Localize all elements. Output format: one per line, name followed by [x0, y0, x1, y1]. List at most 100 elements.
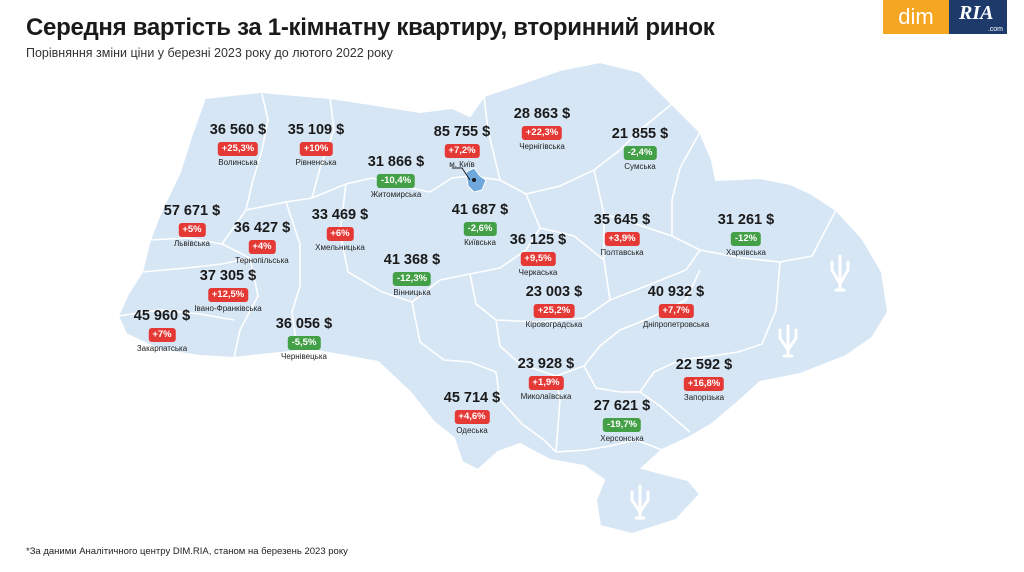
region-name: Кіровоградська [525, 320, 583, 329]
change-badge: -12,3% [392, 272, 432, 286]
region-price: 37 305 $ [199, 268, 257, 284]
chart-title: Середня вартість за 1-кімнатну квартиру,… [26, 14, 715, 41]
change-badge: +5% [178, 223, 206, 237]
change-badge: -2,6% [463, 222, 497, 236]
region-label: 23 928 $ +1,9% Миколаївська [518, 356, 574, 402]
change-badge: +9,5% [520, 252, 556, 266]
change-badge: -19,7% [602, 418, 642, 432]
change-badge: -2,4% [623, 146, 657, 160]
region-price: 31 866 $ [367, 154, 425, 170]
change-badge: +7,7% [658, 304, 694, 318]
region-price: 57 671 $ [163, 203, 221, 219]
region-name: Харківська [726, 248, 766, 257]
change-badge: +1,9% [528, 376, 564, 390]
ria-logo-suffix: .com [987, 26, 1003, 33]
region-price: 33 469 $ [311, 207, 369, 223]
change-badge: -5,5% [287, 336, 321, 350]
region-label: 45 960 $ +7% Закарпатська [134, 308, 190, 354]
ria-logo-part: RIA .com [949, 0, 1007, 34]
region-name: Полтавська [600, 248, 644, 257]
change-badge: +25,3% [217, 142, 259, 156]
region-price: 36 125 $ [509, 232, 567, 248]
kyiv-leader-line [452, 167, 471, 181]
region-label: 41 368 $ -12,3% Вінницька [384, 252, 440, 298]
region-name: Запорізька [683, 393, 725, 402]
region-name: Івано-Франківська [194, 304, 262, 313]
region-label: 41 687 $ -2,6% Київська [452, 202, 508, 248]
region-label: 31 866 $ -10,4% Житомирська [368, 154, 424, 200]
ukraine-outline [116, 60, 890, 536]
change-badge: +7% [148, 328, 176, 342]
trident-icon-crimea [630, 484, 650, 520]
region-price: 21 855 $ [611, 126, 669, 142]
source-footnote: *За даними Аналітичного центру DIM.RIA, … [26, 546, 348, 557]
region-price: 35 109 $ [287, 122, 345, 138]
region-label: 31 261 $ -12% Харківська [718, 212, 774, 258]
region-name: Одеська [456, 426, 488, 435]
region-name: Львівська [174, 239, 210, 248]
region-label: 22 592 $ +16,8% Запорізька [676, 357, 732, 403]
region-name: Волинська [218, 158, 258, 167]
region-price: 36 056 $ [275, 316, 333, 332]
region-price: 45 960 $ [133, 308, 191, 324]
change-badge: +25,2% [533, 304, 575, 318]
region-label: 33 469 $ +6% Хмельницька [312, 207, 368, 253]
chart-subtitle: Порівняння зміни ціни у березні 2023 рок… [26, 46, 393, 60]
region-label: 57 671 $ +5% Львівська [164, 203, 220, 249]
region-price: 23 928 $ [517, 356, 575, 372]
region-label: 36 560 $ +25,3% Волинська [210, 122, 266, 168]
change-badge: +16,8% [683, 377, 725, 391]
region-price: 28 863 $ [513, 106, 571, 122]
region-price: 45 714 $ [443, 390, 501, 406]
region-price: 41 368 $ [383, 252, 441, 268]
region-price: 22 592 $ [675, 357, 733, 373]
region-name: Чернівецька [281, 352, 327, 361]
change-badge: +22,3% [521, 126, 563, 140]
dimria-logo[interactable]: dim RIA .com [883, 0, 1007, 34]
region-label: 36 427 $ +4% Тернопільська [234, 220, 290, 266]
region-label: 23 003 $ +25,2% Кіровоградська [526, 284, 583, 330]
region-name: м. Київ [449, 160, 475, 169]
region-name: Хмельницька [315, 243, 365, 252]
trident-watermarks [630, 254, 850, 520]
region-price: 36 560 $ [209, 122, 267, 138]
region-name: Вінницька [393, 288, 431, 297]
change-badge: +4% [248, 240, 276, 254]
change-badge: -10,4% [376, 174, 416, 188]
region-label: 21 855 $ -2,4% Сумська [612, 126, 668, 172]
region-price: 31 261 $ [717, 212, 775, 228]
change-badge: +4,6% [454, 410, 490, 424]
kyiv-marker [472, 178, 476, 182]
region-name: Закарпатська [136, 344, 188, 353]
region-price: 27 621 $ [593, 398, 651, 414]
region-price: 36 427 $ [233, 220, 291, 236]
region-label: 85 755 $ +7,2% м. Київ [434, 124, 490, 170]
trident-icon-southeast [778, 324, 798, 358]
region-label: 36 125 $ +9,5% Черкаська [510, 232, 566, 278]
region-name: Сумська [624, 162, 656, 171]
trident-icon-east [830, 254, 850, 292]
region-name: Херсонська [600, 434, 644, 443]
region-name: Черкаська [518, 268, 558, 277]
region-name: Київська [464, 238, 496, 247]
region-name: Тернопільська [235, 256, 289, 265]
region-price: 41 687 $ [451, 202, 509, 218]
region-price: 40 932 $ [647, 284, 705, 300]
change-badge: +12,5% [207, 288, 249, 302]
region-label: 35 645 $ +3,9% Полтавська [594, 212, 650, 258]
dim-logo-part: dim [883, 0, 949, 34]
region-price: 23 003 $ [525, 284, 583, 300]
region-price: 85 755 $ [433, 124, 491, 140]
ria-logo-text: RIA [959, 2, 994, 24]
region-name: Дніпропетровська [642, 320, 710, 329]
change-badge: -12% [730, 232, 762, 246]
region-name: Чернігівська [519, 142, 565, 151]
region-price: 35 645 $ [593, 212, 651, 228]
region-label: 28 863 $ +22,3% Чернігівська [514, 106, 570, 152]
change-badge: +10% [299, 142, 333, 156]
region-name: Житомирська [370, 190, 422, 199]
region-name: Рівненська [295, 158, 337, 167]
region-label: 35 109 $ +10% Рівненська [288, 122, 344, 168]
region-label: 36 056 $ -5,5% Чернівецька [276, 316, 332, 362]
